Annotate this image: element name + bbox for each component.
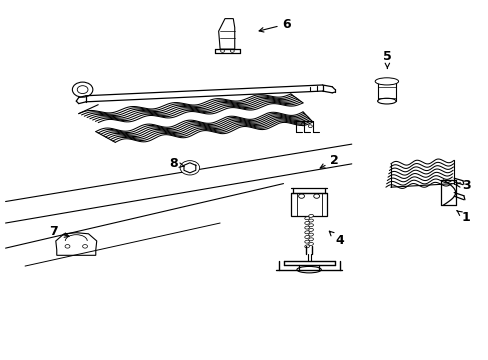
Text: 8: 8 xyxy=(169,157,183,170)
Text: 7: 7 xyxy=(49,225,69,238)
Ellipse shape xyxy=(304,231,309,234)
Circle shape xyxy=(65,244,70,248)
Ellipse shape xyxy=(374,78,398,85)
Text: 1: 1 xyxy=(456,211,470,224)
Circle shape xyxy=(180,161,199,175)
Ellipse shape xyxy=(304,226,309,229)
Ellipse shape xyxy=(296,266,321,273)
Circle shape xyxy=(230,49,234,52)
Circle shape xyxy=(298,194,304,198)
Text: 4: 4 xyxy=(328,231,343,247)
Circle shape xyxy=(82,244,87,248)
Ellipse shape xyxy=(304,217,309,220)
Ellipse shape xyxy=(308,238,313,241)
Circle shape xyxy=(301,123,305,126)
Ellipse shape xyxy=(304,240,309,243)
Circle shape xyxy=(220,49,224,52)
Text: 5: 5 xyxy=(382,50,391,68)
Ellipse shape xyxy=(308,243,313,246)
Polygon shape xyxy=(56,233,97,255)
Ellipse shape xyxy=(308,219,313,222)
Text: 2: 2 xyxy=(320,154,338,168)
Ellipse shape xyxy=(72,82,93,97)
Ellipse shape xyxy=(377,78,395,84)
Bar xyxy=(290,193,327,216)
Ellipse shape xyxy=(77,86,88,94)
Ellipse shape xyxy=(308,224,313,227)
Circle shape xyxy=(308,125,312,128)
Ellipse shape xyxy=(304,235,309,238)
Ellipse shape xyxy=(308,229,313,231)
Bar xyxy=(377,81,395,101)
Text: 6: 6 xyxy=(259,18,291,32)
Ellipse shape xyxy=(308,215,313,217)
Ellipse shape xyxy=(304,245,309,248)
Polygon shape xyxy=(218,19,234,49)
Ellipse shape xyxy=(377,98,395,104)
Circle shape xyxy=(313,194,319,198)
Ellipse shape xyxy=(308,233,313,236)
Text: 3: 3 xyxy=(455,179,470,192)
Ellipse shape xyxy=(304,221,309,224)
